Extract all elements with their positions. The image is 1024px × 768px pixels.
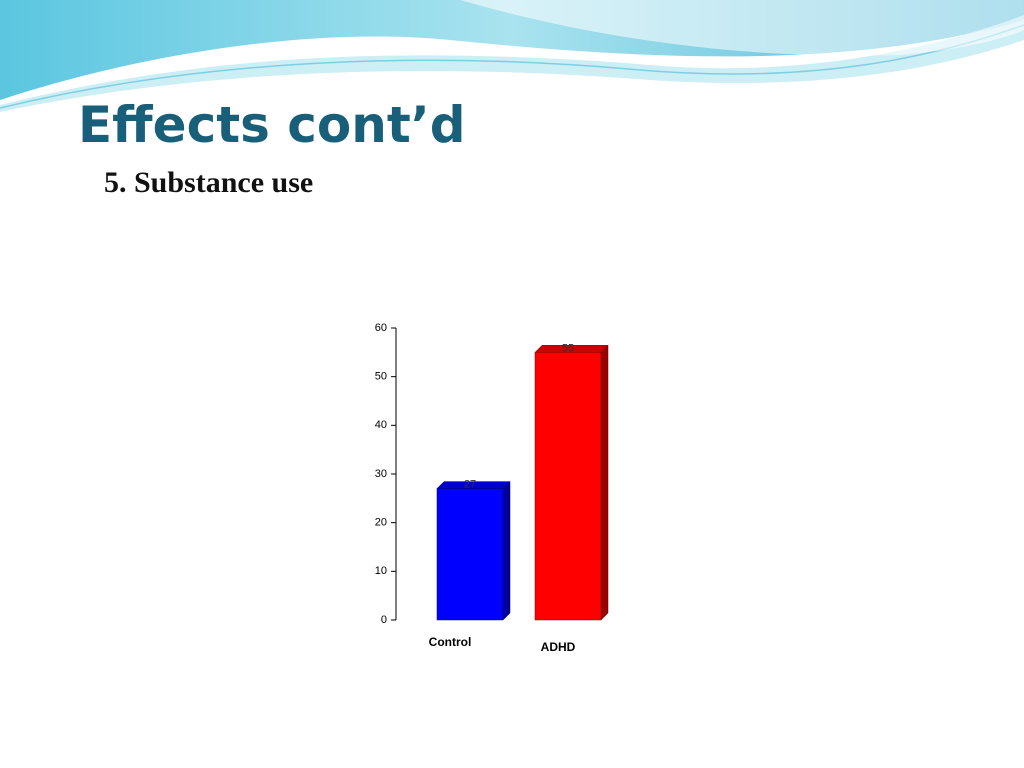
bar-side — [502, 480, 511, 621]
x-tick-label: Control — [429, 635, 472, 649]
y-tick-label: 50 — [375, 371, 387, 383]
y-tick-label: 10 — [375, 565, 387, 577]
y-tick-label: 60 — [375, 322, 387, 334]
wave-highlight — [460, 0, 1024, 56]
x-tick-label: ADHD — [541, 640, 576, 654]
slide-subtitle: 5. Substance use — [104, 166, 313, 199]
bar — [534, 352, 602, 621]
data-label: 27 — [464, 479, 476, 491]
y-tick-label: 0 — [381, 614, 387, 626]
header-wave-light — [0, 15, 1024, 112]
wave-line — [0, 24, 1024, 109]
slide-title: Effects cont’d — [78, 96, 466, 154]
y-tick-label: 30 — [375, 468, 387, 480]
data-label: 55 — [562, 342, 574, 354]
y-tick-label: 20 — [375, 517, 387, 529]
y-tick-label: 40 — [375, 419, 387, 431]
bar — [436, 488, 504, 621]
bar-side — [600, 344, 609, 621]
